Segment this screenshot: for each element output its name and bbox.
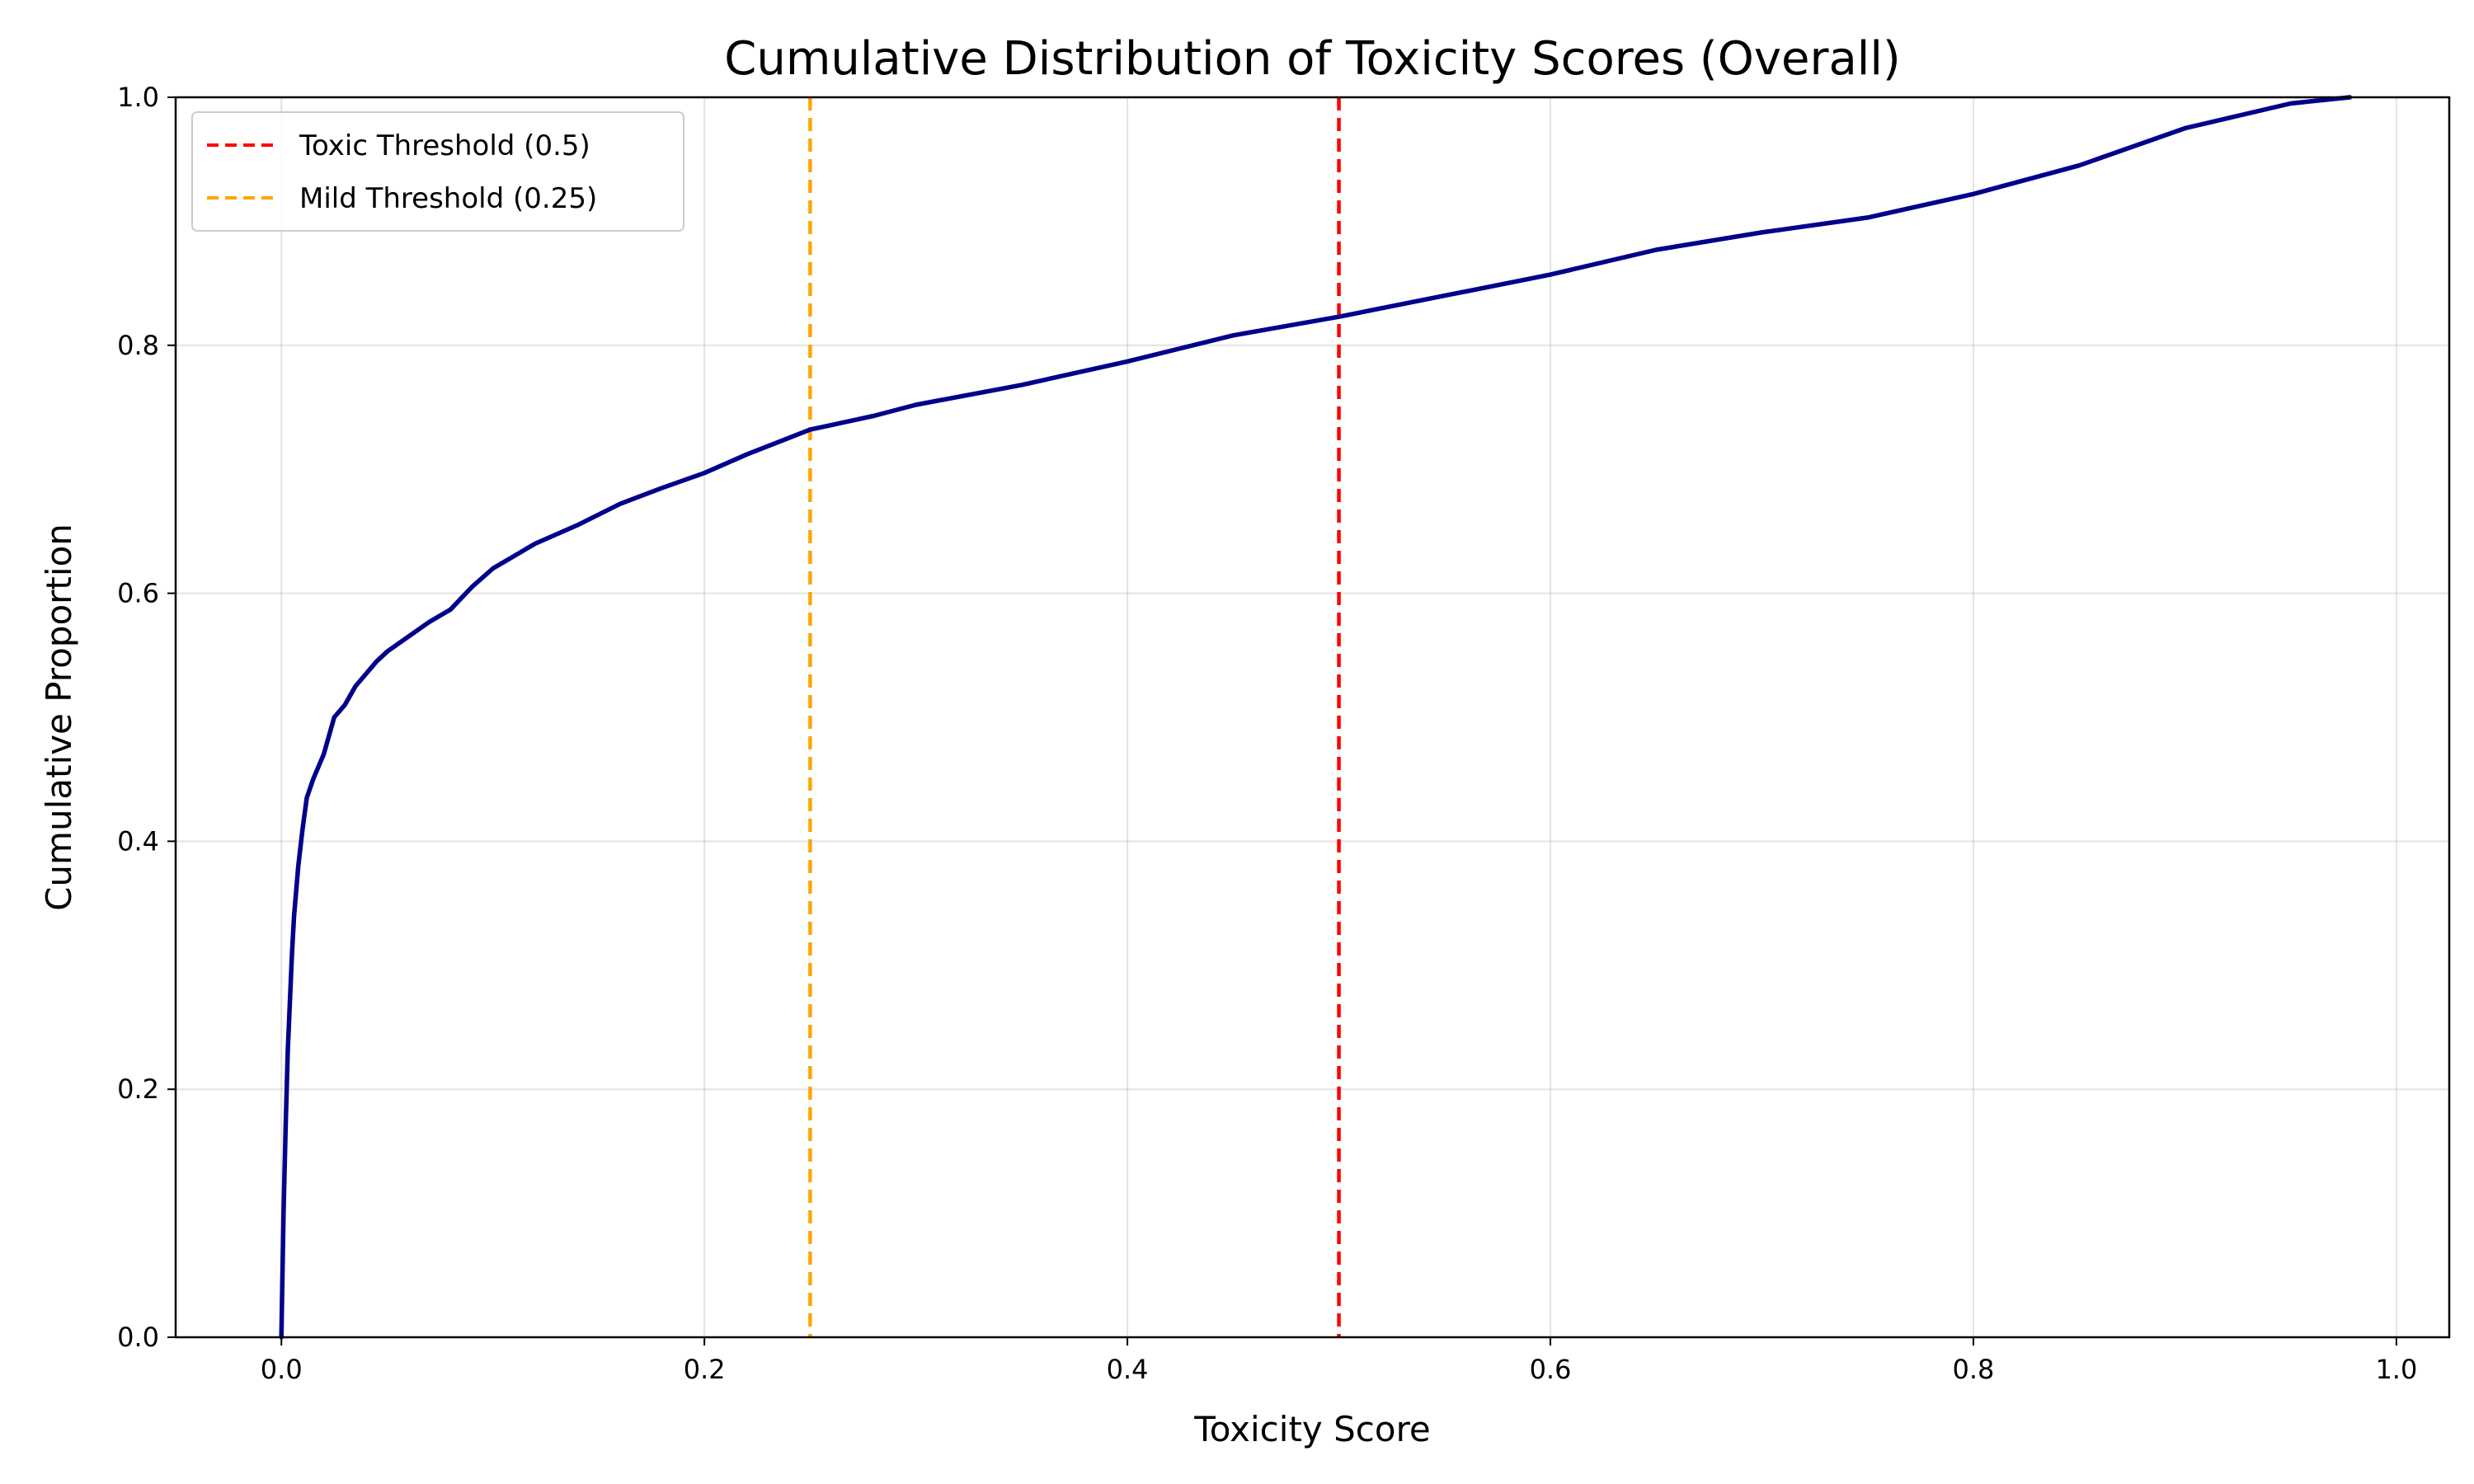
legend-box (191, 111, 684, 232)
legend-label-toxic-threshold: Toxic Threshold (0.5) (299, 129, 590, 162)
legend-label-mild-threshold: Mild Threshold (0.25) (299, 182, 597, 215)
y-tick-label: 0.2 (117, 1073, 159, 1105)
x-tick-label: 0.2 (684, 1354, 726, 1385)
y-tick-label: 0.8 (117, 330, 159, 361)
ticks: 0.0 0.2 0.4 0.6 0.8 1.0 0.0 0.2 0.4 0.6 0.8 1.0 (117, 82, 2417, 1385)
x-axis-title: Toxicity Score (1193, 1409, 1431, 1449)
x-tick-label: 0.4 (1107, 1354, 1149, 1385)
series (279, 95, 2353, 1340)
cdf-series-line (279, 95, 2353, 1340)
y-tick-label: 0.6 (117, 578, 159, 609)
plot-frame (174, 96, 2451, 1339)
y-tick-label: 1.0 (117, 82, 159, 113)
x-tick-label: 1.0 (2375, 1354, 2417, 1385)
legend: Toxic Threshold (0.5) Mild Threshold (0.… (191, 111, 684, 232)
x-tick-label: 0.6 (1530, 1354, 1572, 1385)
y-tick-label: 0.4 (117, 825, 159, 857)
x-tick-label: 0.8 (1953, 1354, 1995, 1385)
y-tick-label: 0.0 (117, 1322, 159, 1353)
x-tick-label: 0.0 (261, 1354, 303, 1385)
chart-title: Cumulative Distribution of Toxicity Scor… (724, 32, 1901, 86)
threshold-lines (808, 97, 1341, 1337)
y-axis-title: Cumulative Proportion (39, 524, 79, 911)
